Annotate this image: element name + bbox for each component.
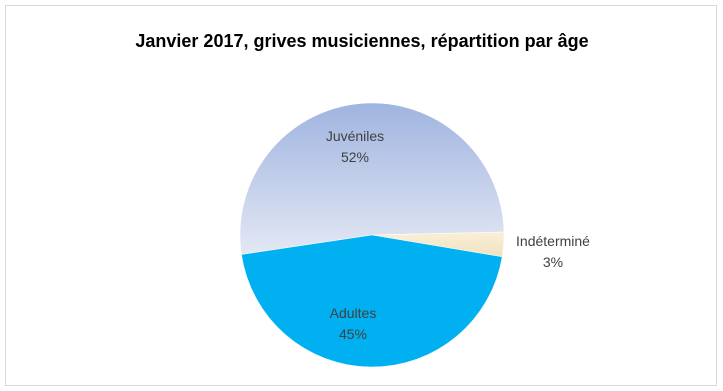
pie-slice-juveniles <box>239 102 505 255</box>
slice-value-indetermine: 3% <box>543 254 563 270</box>
slice-value-juveniles: 52% <box>341 149 369 165</box>
slice-value-adultes: 45% <box>339 326 367 342</box>
pie-labels: Juvéniles 52% Indéterminé 3% Adultes 45% <box>326 128 590 342</box>
slice-label-adultes: Adultes <box>330 305 377 321</box>
pie-slice-adultes <box>241 234 503 368</box>
slice-label-juveniles: Juvéniles <box>326 128 384 144</box>
pie-slices <box>239 102 505 368</box>
slice-label-indetermine: Indéterminé <box>516 233 590 249</box>
chart-title: Janvier 2017, grives musiciennes, répart… <box>135 31 588 51</box>
